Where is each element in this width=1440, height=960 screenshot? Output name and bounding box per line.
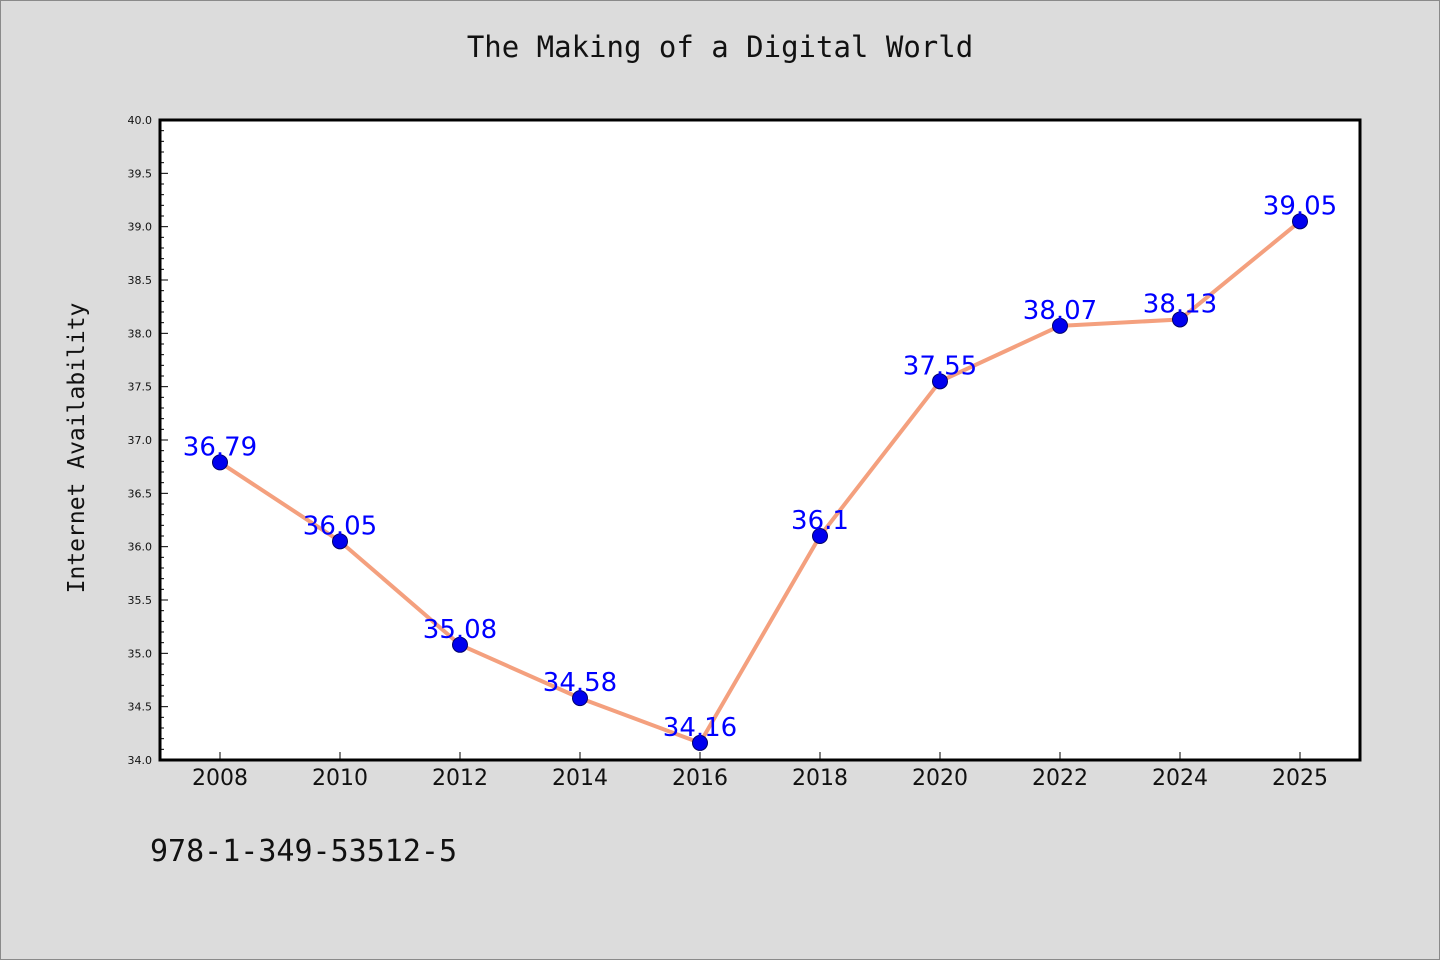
- x-axis: 2008 2010 2012 2014 2016 2018 2020 2022 2024 2025: [192, 752, 1328, 791]
- data-label: 37.55: [903, 351, 977, 381]
- x-tick-label: 2022: [1032, 766, 1088, 791]
- data-point: [1052, 317, 1068, 334]
- y-tick-label: 38.5: [128, 274, 153, 287]
- data-point: [1292, 213, 1308, 230]
- x-tick-label: 2018: [792, 766, 848, 791]
- y-tick-label: 35.5: [128, 594, 153, 607]
- data-label: 36.05: [303, 511, 377, 541]
- y-tick-label: 37.5: [128, 381, 153, 394]
- y-tick-label: 38.0: [128, 327, 153, 340]
- y-tick-label: 36.5: [128, 487, 153, 500]
- data-label: 34.58: [543, 668, 617, 698]
- y-tick-label: 37.0: [128, 434, 153, 447]
- x-tick-label: 2014: [552, 766, 608, 791]
- data-label: 38.07: [1023, 296, 1097, 326]
- x-tick-label: 2025: [1272, 766, 1328, 791]
- data-point: [212, 454, 228, 471]
- data-markers: [212, 213, 1308, 751]
- isbn-text: 978-1-349-53512-5: [150, 834, 458, 869]
- data-label: 36.79: [183, 432, 257, 462]
- data-point: [332, 533, 348, 550]
- y-tick-label: 35.0: [128, 647, 153, 660]
- plot-border: [158, 118, 1362, 762]
- data-point: [1172, 311, 1188, 328]
- data-point: [572, 690, 588, 707]
- y-tick-label: 34.0: [128, 754, 153, 767]
- data-label: 38.13: [1143, 289, 1217, 319]
- x-tick-label: 2010: [312, 766, 368, 791]
- y-tick-label: 39.0: [128, 221, 153, 234]
- data-point: [932, 373, 948, 390]
- y-tick-label: 39.5: [128, 167, 153, 180]
- data-label: 34.16: [663, 713, 737, 743]
- series-line: [218, 219, 1302, 745]
- y-axis: 34.0 34.5 35.0 35.5 36.0 36.5 37.0 37.5 38.0 38.5…: [128, 114, 168, 767]
- x-tick-label: 2016: [672, 766, 728, 791]
- data-point: [692, 734, 708, 751]
- chart-title: The Making of a Digital World: [466, 30, 974, 64]
- y-axis-label: Internet Availability: [64, 303, 90, 594]
- y-tick-label: 34.5: [128, 701, 153, 714]
- data-label: 39.05: [1263, 191, 1337, 221]
- data-label: 35.08: [423, 615, 497, 645]
- data-point: [812, 528, 828, 544]
- data-label: 36.1: [791, 506, 849, 536]
- x-tick-label: 2020: [912, 766, 968, 791]
- data-labels: 36.79 36.05 35.08 34.58 34.16 36.1 37.55 38.07 3…: [183, 191, 1337, 743]
- plot-area: [160, 120, 1360, 760]
- data-point: [452, 636, 468, 653]
- x-tick-label: 2012: [432, 766, 488, 791]
- y-tick-label: 36.0: [128, 541, 153, 554]
- x-tick-label: 2008: [192, 766, 248, 791]
- y-tick-label: 40.0: [128, 114, 153, 127]
- x-tick-label: 2024: [1152, 766, 1208, 791]
